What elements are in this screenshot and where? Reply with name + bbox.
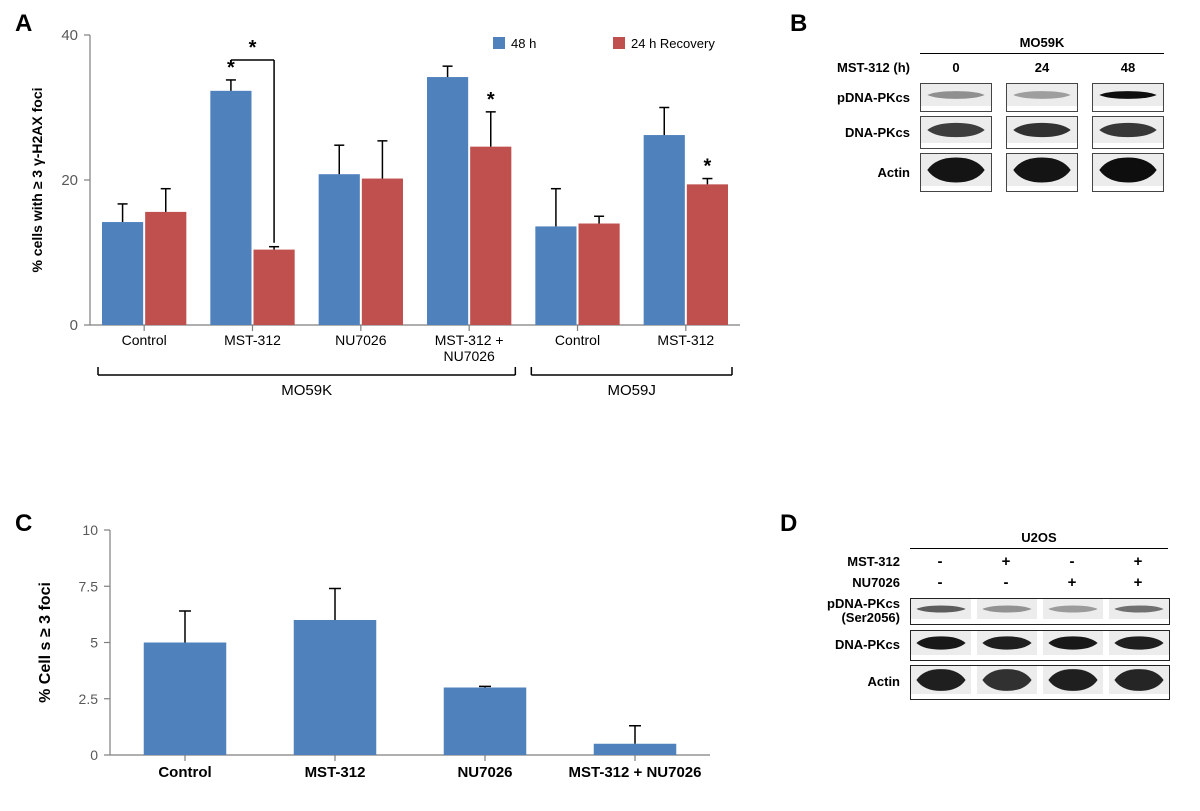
panel-d-label: D [780, 510, 797, 538]
svg-text:Control: Control [158, 764, 211, 781]
svg-text:7.5: 7.5 [79, 578, 99, 594]
blot-band [1006, 116, 1078, 149]
blot-band [1043, 599, 1103, 624]
blot-row-label: Actin [810, 675, 910, 689]
svg-text:*: * [249, 37, 257, 59]
blot-band [977, 599, 1037, 624]
blot-row-label: DNA-PKcs [820, 125, 920, 140]
blot-band [1109, 631, 1169, 660]
panel-b-timepoint: 0 [920, 60, 992, 75]
blot-row-label: pDNA-PKcs [820, 90, 920, 105]
panel-d-blot: U2OSMST-312-+-+NU7026--++pDNA-PKcs (Ser2… [810, 530, 1180, 704]
blot-band [977, 666, 1037, 699]
panel-d-treatment-label: NU7026 [810, 575, 910, 590]
panel-b-timepoint: 24 [1006, 60, 1078, 75]
blot-band [920, 116, 992, 149]
treatment-mark: + [976, 553, 1036, 570]
blot-band [1109, 666, 1169, 699]
svg-text:% cells with ≥ 3 γ-H2AX foci: % cells with ≥ 3 γ-H2AX foci [29, 87, 45, 272]
panel-b-label: B [790, 10, 807, 38]
panel-b-cell-line: MO59K [920, 35, 1164, 54]
panel-a-chart: 0 20 40 % cells with ≥ 3 γ-H2AX foci Control… [20, 15, 760, 410]
svg-text:*: * [704, 156, 712, 178]
panel-b-timepoint: 48 [1092, 60, 1164, 75]
treatment-mark: - [976, 574, 1036, 591]
treatment-mark: + [1108, 574, 1168, 591]
panel-b-treatment-label: MST-312 (h) [820, 60, 920, 75]
svg-text:2.5: 2.5 [79, 691, 99, 707]
blot-band [1043, 666, 1103, 699]
svg-text:% Cell s ≥ 3 foci: % Cell s ≥ 3 foci [37, 582, 54, 703]
blot-band [1043, 631, 1103, 660]
svg-text:MST-312: MST-312 [224, 332, 281, 348]
svg-text:10: 10 [82, 522, 98, 538]
svg-text:Control: Control [555, 332, 600, 348]
svg-text:*: * [487, 89, 495, 111]
blot-row-label: pDNA-PKcs (Ser2056) [810, 597, 910, 626]
treatment-mark: - [1042, 553, 1102, 570]
svg-text:48 h: 48 h [511, 36, 536, 51]
blot-band [911, 666, 971, 699]
blot-band [920, 153, 992, 192]
svg-text:0: 0 [90, 747, 98, 763]
svg-text:40: 40 [61, 27, 78, 44]
svg-text:MO59K: MO59K [281, 382, 332, 399]
blot-band [911, 599, 971, 624]
blot-band [1006, 83, 1078, 112]
svg-text:20: 20 [61, 172, 78, 189]
treatment-mark: + [1108, 553, 1168, 570]
blot-band [1092, 83, 1164, 112]
svg-text:0: 0 [70, 317, 78, 334]
treatment-mark: - [910, 553, 970, 570]
blot-band [1092, 116, 1164, 149]
svg-text:MST-312 + NU7026: MST-312 + NU7026 [569, 764, 702, 781]
blot-band [1092, 153, 1164, 192]
blot-band [911, 631, 971, 660]
svg-text:Control: Control [122, 332, 167, 348]
svg-text:24 h Recovery: 24 h Recovery [631, 36, 715, 51]
svg-text:NU7026: NU7026 [335, 332, 387, 348]
blot-band [1109, 599, 1169, 624]
svg-text:NU7026: NU7026 [443, 348, 495, 364]
svg-text:MST-312 +: MST-312 + [435, 332, 504, 348]
blot-row-label: Actin [820, 165, 920, 180]
svg-text:NU7026: NU7026 [457, 764, 512, 781]
svg-text:MST-312: MST-312 [657, 332, 714, 348]
treatment-mark: - [910, 574, 970, 591]
treatment-mark: + [1042, 574, 1102, 591]
panel-c-chart: 0 2.5 5 7.5 10 % Cell s ≥ 3 foci Control MST-31… [20, 515, 730, 800]
panel-b-blot: MO59KMST-312 (h)0 24 48 pDNA-PKcs DNA-PKcs Ac… [820, 35, 1180, 196]
blot-band [1006, 153, 1078, 192]
panel-d-treatment-label: MST-312 [810, 554, 910, 569]
svg-text:5: 5 [90, 635, 98, 651]
blot-band [920, 83, 992, 112]
panel-d-cell-line: U2OS [910, 530, 1168, 549]
svg-text:MO59J: MO59J [607, 382, 655, 399]
svg-text:MST-312: MST-312 [305, 764, 366, 781]
blot-band [977, 631, 1037, 660]
blot-row-label: DNA-PKcs [810, 638, 910, 652]
